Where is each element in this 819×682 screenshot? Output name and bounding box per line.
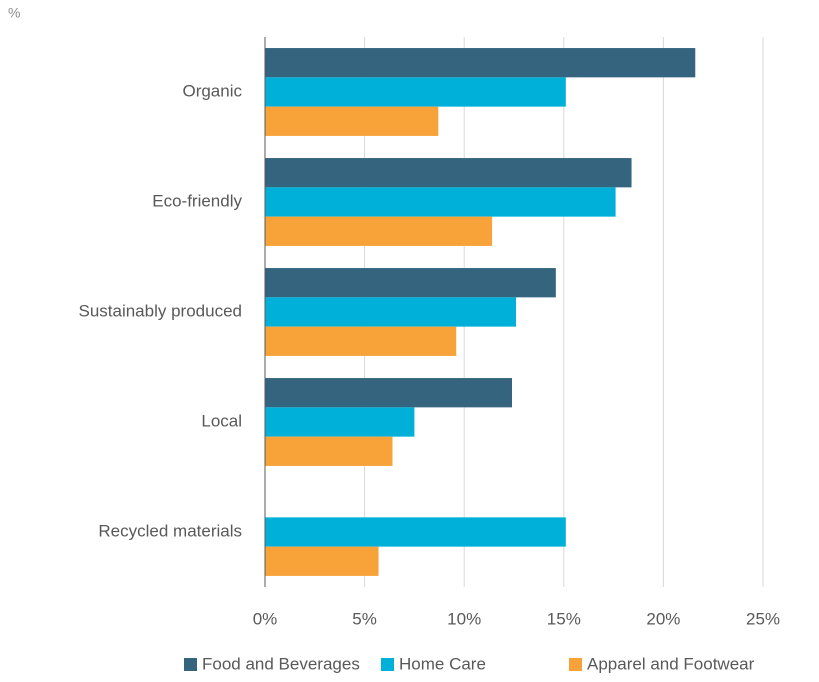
bar [265,48,696,78]
bar [265,216,493,246]
y-tick-label: Local [201,411,242,430]
x-tick-label: 20% [646,609,680,628]
x-tick-label: 5% [352,609,377,628]
legend-swatch [184,658,197,671]
bar [265,268,556,298]
bar [265,436,393,466]
x-tick-label: 10% [447,609,481,628]
legend-label: Home Care [399,654,486,673]
legend-swatch [569,658,582,671]
bar [265,106,439,136]
bar [265,517,566,547]
bar [265,546,379,576]
legend-swatch [381,658,394,671]
bar [265,77,566,107]
bar [265,326,457,356]
x-tick-label: 15% [547,609,581,628]
unit-label: % [8,5,20,21]
y-tick-label: Sustainably produced [78,301,242,320]
bar [265,187,616,217]
y-tick-label: Organic [182,81,242,100]
x-tick-label: 0% [253,609,278,628]
x-tick-label: 25% [746,609,780,628]
bar [265,378,513,408]
y-tick-label: Eco-friendly [152,191,242,210]
legend-label: Apparel and Footwear [587,654,755,673]
y-tick-label: Recycled materials [98,521,242,540]
bar [265,158,632,188]
legend-label: Food and Beverages [202,654,360,673]
bar [265,297,516,327]
bar [265,407,415,437]
